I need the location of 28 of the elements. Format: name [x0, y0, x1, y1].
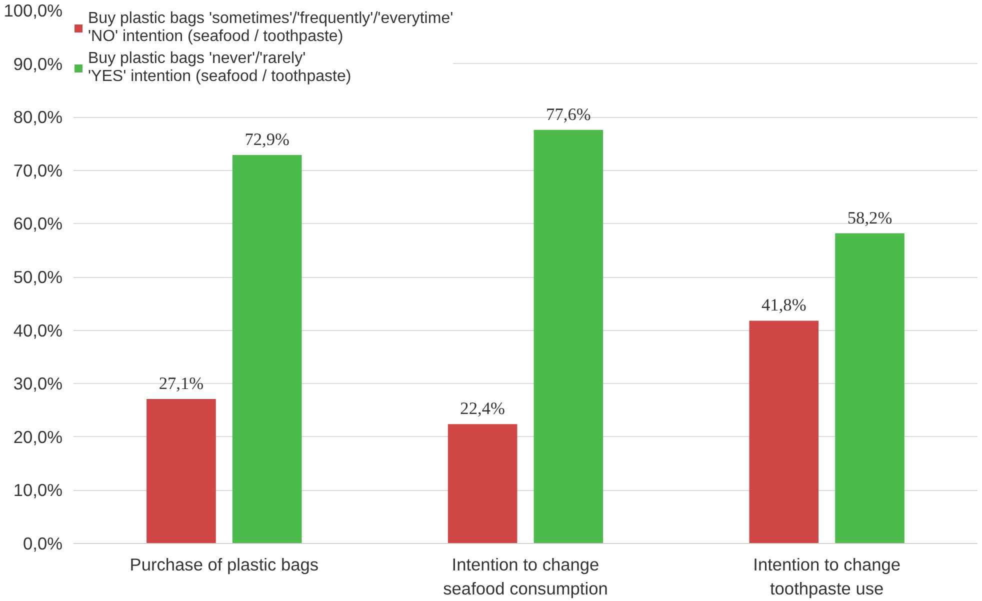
x-tick-label: Intention to change toothpaste use: [753, 554, 901, 598]
y-tick-label: 10,0%: [13, 480, 63, 500]
legend-label: Buy plastic bags 'sometimes'/'frequently'/'everytime' 'NO' intention (seafood / toothpaste): [88, 10, 454, 46]
bar: [146, 399, 216, 544]
y-tick-label: 40,0%: [13, 320, 63, 340]
y-tick-label: 100,0%: [4, 0, 63, 20]
bar: [534, 130, 604, 544]
y-tick-label: 0,0%: [23, 534, 63, 554]
y-tick-label: 50,0%: [13, 267, 63, 287]
x-tick-label: Intention to change seafood consumption: [443, 554, 608, 598]
bar: [232, 154, 302, 544]
y-tick-label: 60,0%: [13, 214, 63, 234]
y-tick-label: 70,0%: [13, 160, 63, 180]
y-tick-label: 90,0%: [13, 54, 63, 74]
data-label: 58,2%: [847, 208, 892, 228]
x-tick-label: Purchase of plastic bags: [130, 554, 319, 574]
legend-label: Buy plastic bags 'never'/'rarely' 'YES' intention (seafood / toothpaste): [88, 50, 352, 86]
bar: [749, 320, 819, 544]
data-label: 77,6%: [546, 104, 591, 124]
data-label: 41,8%: [762, 296, 806, 315]
bar: [835, 233, 904, 544]
data-label: 72,9%: [244, 130, 290, 149]
data-label: 22,4%: [460, 399, 505, 418]
bar: [448, 424, 518, 544]
data-label: 27,1%: [158, 374, 204, 394]
y-tick-label: 80,0%: [13, 107, 63, 128]
y-tick-label: 30,0%: [13, 374, 63, 394]
y-tick-label: 20,0%: [13, 426, 63, 447]
